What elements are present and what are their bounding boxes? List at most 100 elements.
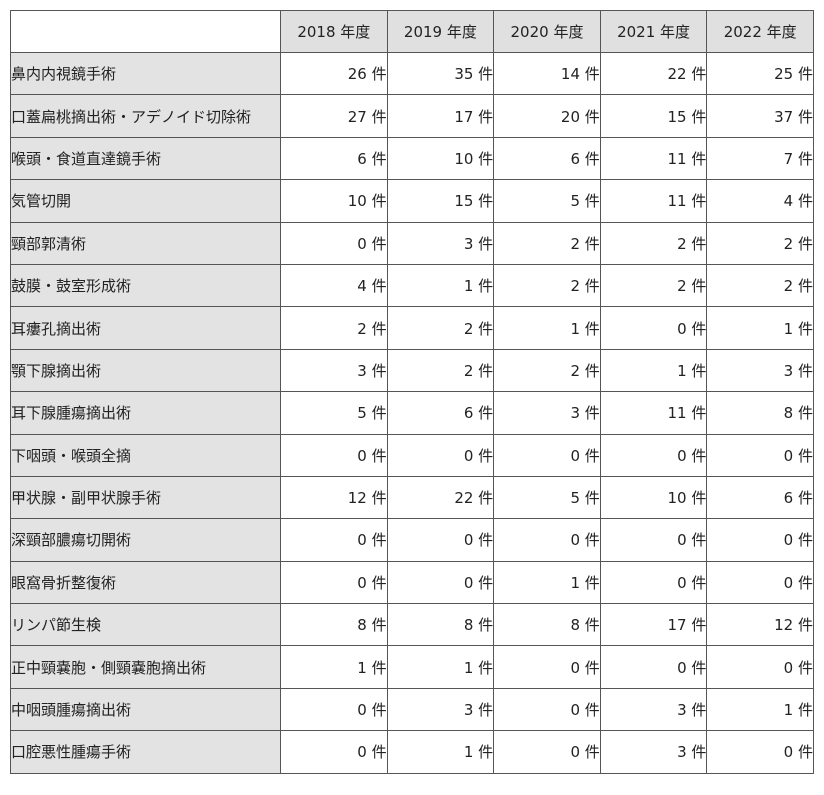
- count-cell: 1 件: [386, 263, 495, 308]
- count-cell: 6 件: [280, 136, 388, 181]
- count-cell: 0 件: [493, 687, 601, 732]
- count-cell: 0 件: [599, 560, 708, 605]
- count-cell: 10 件: [599, 475, 708, 520]
- procedure-name-cell: 眼窩骨折整復術: [10, 560, 281, 605]
- count-cell: 0 件: [706, 560, 814, 605]
- count-cell: 8 件: [386, 603, 495, 647]
- procedure-name-cell: 甲状腺・副甲状腺手術: [10, 475, 281, 520]
- count-cell: 2 件: [599, 221, 708, 265]
- year-header: 2021 年度: [599, 10, 708, 53]
- count-cell: 0 件: [706, 433, 814, 477]
- count-cell: 2 件: [706, 221, 814, 265]
- count-cell: 0 件: [599, 433, 708, 477]
- count-cell: 2 件: [493, 348, 601, 393]
- count-cell: 0 件: [599, 645, 708, 689]
- count-cell: 8 件: [706, 391, 814, 435]
- year-header: 2019 年度: [386, 10, 495, 53]
- count-cell: 3 件: [386, 221, 495, 265]
- procedure-name-cell: 中咽頭腫瘍摘出術: [10, 687, 281, 732]
- count-cell: 5 件: [280, 391, 388, 435]
- count-cell: 0 件: [386, 433, 495, 477]
- count-cell: 4 件: [706, 179, 814, 223]
- count-cell: 0 件: [599, 306, 708, 350]
- year-header: 2020 年度: [493, 10, 601, 53]
- count-cell: 8 件: [280, 603, 388, 647]
- procedure-name-cell: 鼻内内視鏡手術: [10, 51, 281, 96]
- count-cell: 0 件: [706, 645, 814, 689]
- count-cell: 0 件: [706, 518, 814, 562]
- procedure-name-cell: 耳瘻孔摘出術: [10, 306, 281, 350]
- procedure-name-cell: 下咽頭・喉頭全摘: [10, 433, 281, 477]
- count-cell: 15 件: [599, 94, 708, 138]
- count-cell: 10 件: [280, 179, 388, 223]
- procedure-name-cell: 喉頭・食道直達鏡手術: [10, 136, 281, 181]
- procedure-name-cell: 顎下腺摘出術: [10, 348, 281, 393]
- count-cell: 3 件: [706, 348, 814, 393]
- procedure-name-cell: 頸部郭清術: [10, 221, 281, 265]
- count-cell: 2 件: [493, 221, 601, 265]
- count-cell: 6 件: [706, 475, 814, 520]
- count-cell: 22 件: [386, 475, 495, 520]
- year-header: 2022 年度: [706, 10, 814, 53]
- count-cell: 1 件: [386, 645, 495, 689]
- table-row: 鼻内内視鏡手術 26 件 35 件 14 件 22 件 25 件: [10, 51, 814, 96]
- count-cell: 2 件: [493, 263, 601, 308]
- procedure-name-cell: 鼓膜・鼓室形成術: [10, 263, 281, 308]
- procedure-name-cell: 正中頸嚢胞・側頸嚢胞摘出術: [10, 645, 281, 689]
- count-cell: 0 件: [386, 560, 495, 605]
- count-cell: 1 件: [280, 645, 388, 689]
- count-cell: 2 件: [386, 348, 495, 393]
- count-cell: 14 件: [493, 51, 601, 96]
- count-cell: 10 件: [386, 136, 495, 181]
- procedure-name-cell: 気管切開: [10, 179, 281, 223]
- table-body: 鼻内内視鏡手術 26 件 35 件 14 件 22 件 25 件口蓋扁桃摘出術・アデノイド…: [10, 51, 814, 774]
- count-cell: 11 件: [599, 179, 708, 223]
- count-cell: 11 件: [599, 391, 708, 435]
- count-cell: 37 件: [706, 94, 814, 138]
- count-cell: 1 件: [706, 306, 814, 350]
- procedure-name-cell: リンパ節生検: [10, 603, 281, 647]
- procedure-name-cell: 口腔悪性腫瘍手術: [10, 730, 281, 774]
- count-cell: 2 件: [386, 306, 495, 350]
- count-cell: 0 件: [280, 433, 388, 477]
- count-cell: 0 件: [280, 518, 388, 562]
- procedure-name-cell: 口蓋扁桃摘出術・アデノイド切除術: [10, 94, 281, 138]
- count-cell: 20 件: [493, 94, 601, 138]
- count-cell: 0 件: [280, 560, 388, 605]
- count-cell: 17 件: [599, 603, 708, 647]
- count-cell: 6 件: [493, 136, 601, 181]
- count-cell: 1 件: [386, 730, 495, 774]
- count-cell: 1 件: [493, 306, 601, 350]
- count-cell: 25 件: [706, 51, 814, 96]
- surgery-count-table: 2018 年度 2019 年度 2020 年度 2021 年度 2022 年度 …: [10, 10, 814, 774]
- count-cell: 8 件: [493, 603, 601, 647]
- corner-cell: [10, 10, 281, 53]
- count-cell: 27 件: [280, 94, 388, 138]
- count-cell: 4 件: [280, 263, 388, 308]
- count-cell: 1 件: [493, 560, 601, 605]
- count-cell: 22 件: [599, 51, 708, 96]
- count-cell: 0 件: [280, 221, 388, 265]
- count-cell: 0 件: [706, 730, 814, 774]
- count-cell: 3 件: [599, 687, 708, 732]
- count-cell: 0 件: [280, 687, 388, 732]
- count-cell: 3 件: [493, 391, 601, 435]
- count-cell: 2 件: [599, 263, 708, 308]
- procedure-name-cell: 深頸部膿瘍切開術: [10, 518, 281, 562]
- count-cell: 5 件: [493, 475, 601, 520]
- count-cell: 7 件: [706, 136, 814, 181]
- count-cell: 26 件: [280, 51, 388, 96]
- count-cell: 3 件: [280, 348, 388, 393]
- count-cell: 2 件: [280, 306, 388, 350]
